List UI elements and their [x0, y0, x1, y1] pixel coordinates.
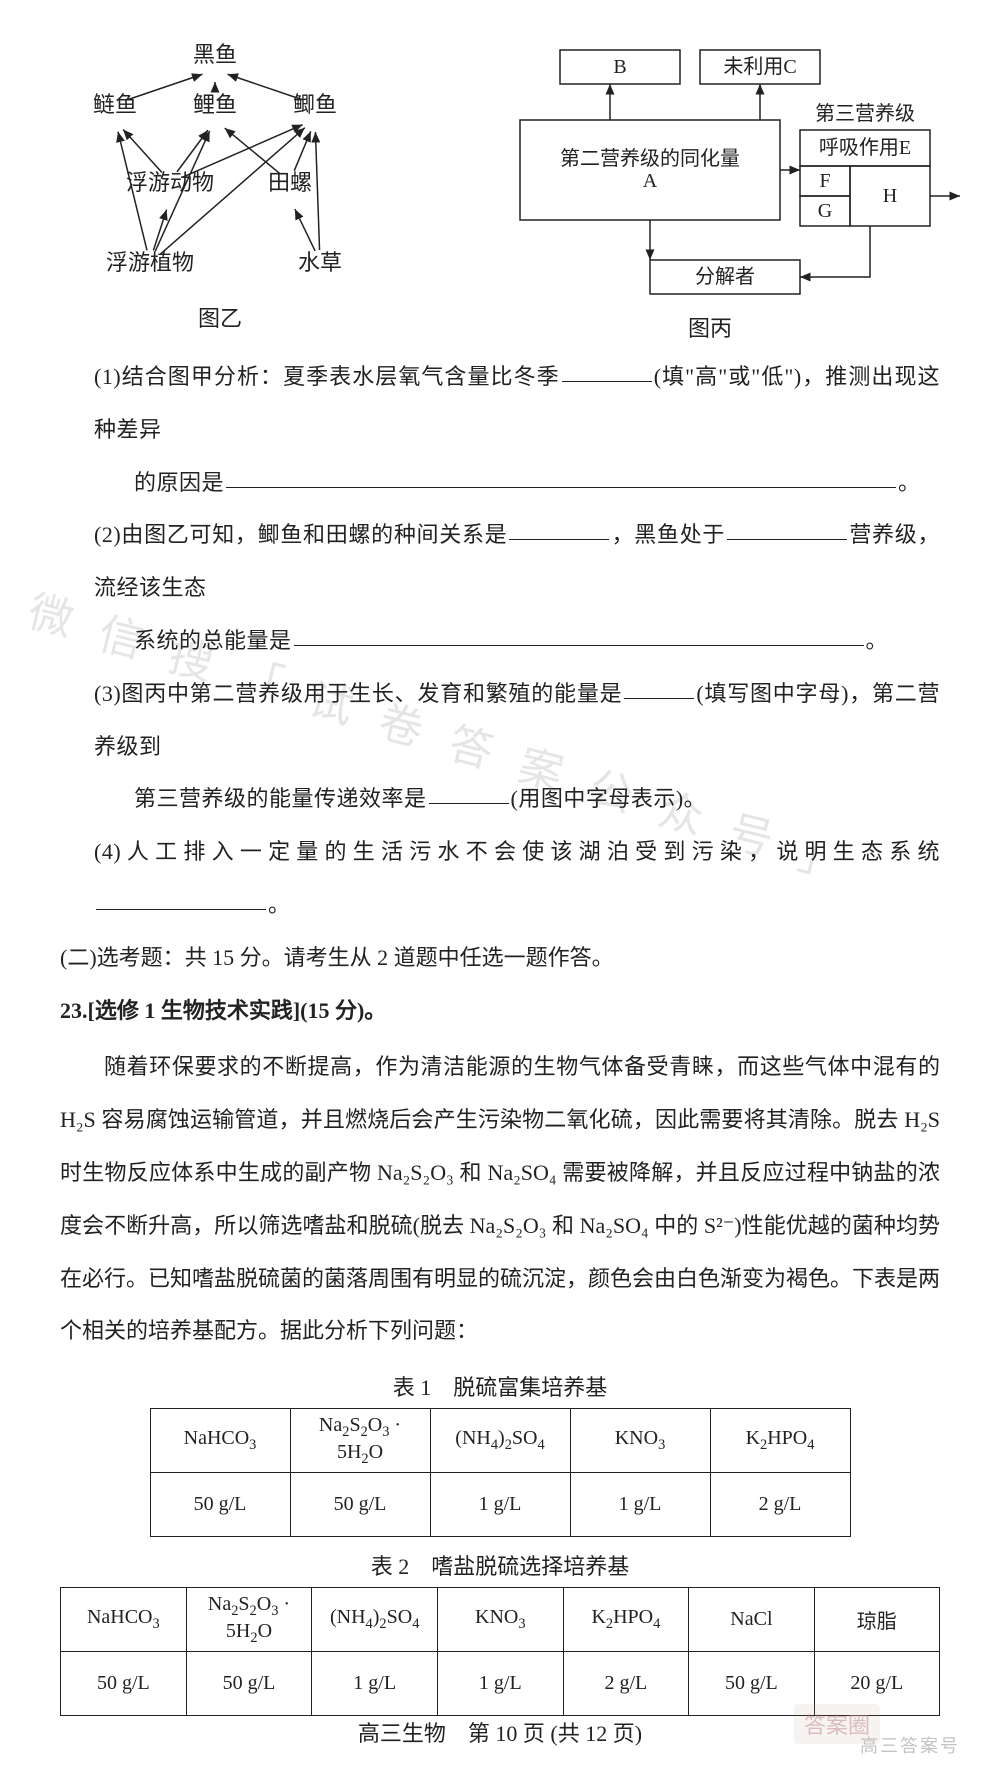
table-header-cell: KNO3 — [438, 1588, 563, 1652]
table-data-cell: 1 g/L — [570, 1473, 710, 1537]
diagram-row: 黑鱼鲢鱼 鲤鱼 鲫鱼浮游动物 田螺浮游植物 水草 图乙 B 未利用C 第二营养级的同化量A 第… — [60, 40, 940, 343]
caption-right: 图丙 — [480, 311, 940, 343]
q3-line2: 第三营养级的能量传递效率是 (用图中字母表示)。 — [60, 773, 940, 826]
table-header-cell: Na2S2O3 · 5H2O — [290, 1409, 430, 1473]
page-footer: 高三生物 第 10 页 (共 12 页) — [0, 1716, 1000, 1748]
table-header-cell: NaHCO3 — [150, 1409, 290, 1473]
table-data-cell: 50 g/L — [186, 1652, 312, 1716]
ef-label-B: B — [613, 56, 626, 78]
fw-edge — [295, 209, 315, 251]
ef-label-C: 未利用C — [723, 55, 796, 78]
ef-arrow — [800, 226, 870, 277]
table-header-cell: (NH4)2SO4 — [312, 1588, 438, 1652]
q2-line2-pre: 系统的总能量是 — [134, 628, 292, 653]
food-web-svg: 黑鱼鲢鱼 鲤鱼 鲫鱼浮游动物 田螺浮游植物 水草 — [60, 40, 380, 290]
q4-end: 。 — [268, 892, 291, 917]
q1-line1: (1)结合图甲分析：夏季表水层氧气含量比冬季(填"高"或"低")，推测出现这种差… — [60, 351, 940, 457]
table-data-cell: 1 g/L — [430, 1473, 570, 1537]
fw-edge — [315, 132, 319, 250]
table-data-cell: 2 g/L — [563, 1652, 689, 1716]
fw-edge — [128, 74, 203, 99]
fw-edge — [177, 130, 208, 172]
table-header-cell: Na2S2O3 · 5H2O — [186, 1588, 312, 1652]
table-data-cell: 50 g/L — [150, 1473, 290, 1537]
table-data-cell: 1 g/L — [438, 1652, 563, 1716]
q2-end: 。 — [866, 628, 889, 653]
ef-label-D: 分解者 — [695, 265, 755, 288]
table2-title: 表 2 嗜盐脱硫选择培养基 — [60, 1549, 940, 1581]
ef-label-E: 呼吸作用E — [819, 136, 911, 159]
q23-heading: 23.[选修 1 生物技术实践](15 分)。 — [60, 985, 940, 1038]
caption-left: 图乙 — [60, 301, 380, 333]
q1-line2: 的原因是 。 — [60, 457, 940, 510]
fw-node-fd: 浮游动物 — [126, 170, 214, 195]
q3-line1: (3)图丙中第二营养级用于生长、发育和繁殖的能量是(填写图中字母)，第二营养级到 — [60, 668, 940, 774]
q1-line2-pre: 的原因是 — [134, 470, 224, 495]
table-header-cell: NaHCO3 — [61, 1588, 187, 1652]
ef-label-H: H — [883, 185, 897, 207]
diagram-energy-flow: B 未利用C 第二营养级的同化量A 第三营养级呼吸作用E FG H 分解者 图丙 — [480, 40, 940, 343]
q3-prefix: (3)图丙中第二营养级用于生长、发育和繁殖的能量是 — [94, 681, 622, 706]
fw-edge — [123, 129, 162, 172]
q3-hint2: (用图中字母表示)。 — [511, 786, 707, 811]
table-header-cell: 琼脂 — [814, 1588, 939, 1652]
q2-line2: 系统的总能量是 。 — [60, 615, 940, 668]
fw-node-ly: 鲢鱼 — [93, 92, 137, 117]
ef-label-T3: 第三营养级 — [815, 102, 915, 125]
table1: NaHCO3Na2S2O3 · 5H2O(NH4)2SO4KNO3K2HPO4 5… — [150, 1408, 851, 1537]
blank — [294, 624, 864, 646]
passage-p1: 随着环保要求的不断提高，作为清洁能源的生物气体备受青睐，而这些气体中混有的 H₂… — [60, 1041, 940, 1358]
fw-node-tl: 田螺 — [268, 170, 312, 195]
q2-mid1: ，黑鱼处于 — [611, 522, 725, 547]
table-header-cell: (NH4)2SO4 — [430, 1409, 570, 1473]
table-data-cell: 50 g/L — [290, 1473, 430, 1537]
exam-page: 黑鱼鲢鱼 鲤鱼 鲫鱼浮游动物 田螺浮游植物 水草 图乙 B 未利用C 第二营养级的同化量A 第… — [0, 0, 1000, 1776]
ef-label-G: G — [818, 200, 832, 222]
fw-node-hy: 黑鱼 — [193, 42, 237, 67]
fw-edge — [294, 131, 310, 170]
section-heading: (二)选考题：共 15 分。请考生从 2 道题中任选一题作答。 — [60, 932, 940, 985]
table-header-cell: NaCl — [689, 1588, 814, 1652]
fw-edge — [225, 128, 281, 174]
q1-end: 。 — [898, 470, 921, 495]
q1-prefix: (1)结合图甲分析：夏季表水层氧气含量比冬季 — [94, 364, 560, 389]
table-data-cell: 1 g/L — [312, 1652, 438, 1716]
table-data-cell: 2 g/L — [710, 1473, 850, 1537]
energy-flow-svg: B 未利用C 第二营养级的同化量A 第三营养级呼吸作用E FG H 分解者 — [480, 40, 980, 300]
ef-label-F: F — [819, 170, 830, 192]
blank — [727, 518, 847, 540]
q2-line1: (2)由图乙可知，鲫鱼和田螺的种间关系是，黑鱼处于营养级，流经该生态 — [60, 509, 940, 615]
fw-edge — [228, 74, 303, 99]
blank — [429, 782, 509, 804]
ef-label-A: A — [643, 170, 658, 192]
blank — [624, 677, 694, 699]
q3-line2-pre: 第三营养级的能量传递效率是 — [134, 786, 427, 811]
table1-title: 表 1 脱硫富集培养基 — [60, 1370, 940, 1402]
table2: NaHCO3Na2S2O3 · 5H2O(NH4)2SO4KNO3K2HPO4N… — [60, 1587, 940, 1716]
table-header-cell: K2HPO4 — [563, 1588, 689, 1652]
blank — [226, 466, 896, 488]
fw-node-ly2: 鲤鱼 — [193, 92, 237, 117]
q4-line1: (4)人工排入一定量的生活污水不会使该湖泊受到污染，说明生态系统。 — [60, 826, 940, 932]
table-data-cell: 50 g/L — [61, 1652, 187, 1716]
q2-prefix: (2)由图乙可知，鲫鱼和田螺的种间关系是 — [94, 522, 507, 547]
fw-node-fz: 浮游植物 — [106, 250, 194, 275]
ef-label-A: 第二营养级的同化量 — [560, 147, 740, 170]
fw-node-sc: 水草 — [298, 250, 342, 275]
table-header-cell: K2HPO4 — [710, 1409, 850, 1473]
diagram-food-web: 黑鱼鲢鱼 鲤鱼 鲫鱼浮游动物 田螺浮游植物 水草 图乙 — [60, 40, 380, 343]
table-header-cell: KNO3 — [570, 1409, 710, 1473]
blank — [96, 888, 266, 910]
blank — [562, 360, 652, 382]
q4-prefix: (4)人工排入一定量的生活污水不会使该湖泊受到污染，说明生态系统 — [94, 839, 940, 864]
blank — [509, 518, 609, 540]
fw-node-jy: 鲫鱼 — [293, 92, 337, 117]
